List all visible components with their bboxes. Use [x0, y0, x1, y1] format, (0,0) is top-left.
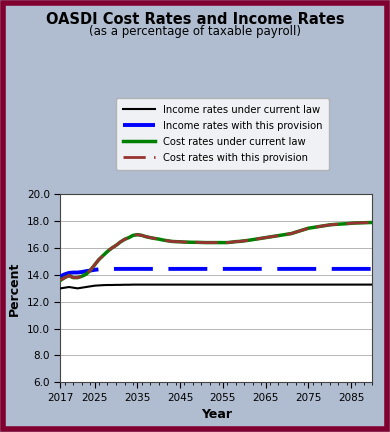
Y-axis label: Percent: Percent	[8, 261, 21, 315]
Legend: Income rates under current law, Income rates with this provision, Cost rates und: Income rates under current law, Income r…	[115, 98, 329, 170]
Text: (as a percentage of taxable payroll): (as a percentage of taxable payroll)	[89, 25, 301, 38]
X-axis label: Year: Year	[201, 408, 232, 421]
Text: OASDI Cost Rates and Income Rates: OASDI Cost Rates and Income Rates	[46, 12, 344, 27]
